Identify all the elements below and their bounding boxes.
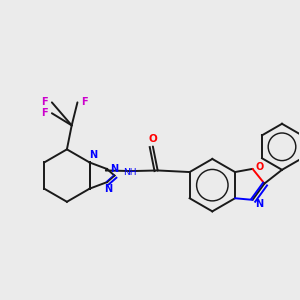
- Text: N: N: [89, 150, 97, 161]
- Text: F: F: [81, 98, 88, 107]
- Text: O: O: [256, 162, 264, 172]
- Text: F: F: [41, 98, 48, 107]
- Text: F: F: [41, 108, 48, 118]
- Text: N: N: [110, 164, 118, 173]
- Text: O: O: [148, 134, 157, 145]
- Text: N: N: [256, 199, 264, 209]
- Text: NH: NH: [123, 168, 136, 177]
- Text: N: N: [105, 184, 113, 194]
